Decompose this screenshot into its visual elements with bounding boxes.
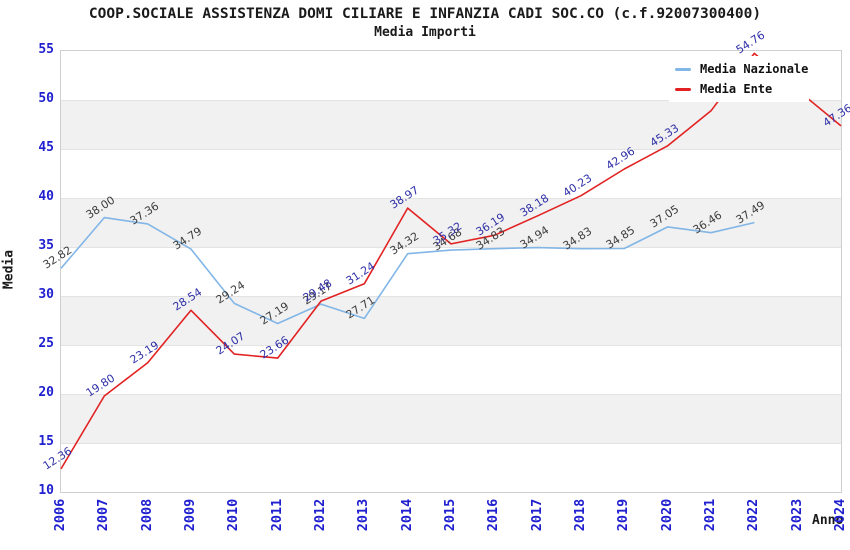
y-tick-label: 50 — [38, 91, 54, 106]
grid-band — [61, 198, 841, 247]
x-tick-label: 2024 — [832, 498, 848, 532]
x-tick-label: 2017 — [528, 498, 545, 532]
grid-band — [61, 296, 841, 345]
x-tick-label: 2007 — [95, 498, 112, 532]
media-nazionale-line — [60, 216, 755, 325]
y-tick-label: 55 — [38, 42, 54, 57]
x-tick-label: 2023 — [788, 498, 805, 532]
legend-item-nazionale: Media Nazionale — [675, 59, 808, 79]
series-lines — [60, 52, 842, 470]
x-tick-label: 2021 — [702, 498, 718, 532]
media-ente-line — [60, 52, 842, 470]
gridline — [61, 443, 841, 444]
legend-label: Media Nazionale — [700, 62, 809, 76]
y-tick-label: 25 — [38, 336, 54, 351]
gridline — [61, 394, 841, 395]
ente-swatch-icon — [675, 87, 691, 91]
gridline — [61, 198, 841, 199]
chart-subtitle: Media Importi — [374, 25, 476, 40]
y-tick-label: 40 — [38, 189, 54, 204]
x-tick-label: 2006 — [52, 498, 68, 532]
y-tick-label: 35 — [38, 238, 54, 253]
x-axis-title: Anno — [812, 513, 844, 528]
x-tick-label: 2012 — [312, 498, 328, 532]
plot-area: 32.82 38.00 37.36 34.79 29.24 27.19 29.17 27.71… — [41, 29, 850, 493]
gridline — [61, 247, 841, 248]
y-tick-label: 20 — [38, 385, 54, 400]
legend: Media Nazionale Media Ente — [669, 56, 809, 102]
x-tick-label: 2020 — [658, 498, 675, 532]
gridline — [61, 149, 841, 150]
x-tick-label: 2009 — [182, 498, 198, 532]
x-tick-label: 2014 — [398, 498, 415, 532]
y-tick-label: 30 — [38, 287, 54, 302]
x-tick-label: 2022 — [745, 498, 762, 532]
gridline — [61, 345, 841, 346]
y-tick-label: 45 — [38, 140, 54, 155]
x-tick-label: 2010 — [225, 498, 242, 532]
legend-item-ente: Media Ente — [675, 79, 803, 99]
chart-title: COOP.SOCIALE ASSISTENZA DOMI CILIARE E I… — [88, 6, 762, 22]
gridline — [61, 100, 841, 101]
x-tick-label: 2018 — [572, 498, 588, 532]
x-tick-label: 2011 — [268, 498, 285, 532]
nazionale-swatch-icon — [675, 67, 691, 71]
y-tick-label: 10 — [38, 483, 54, 498]
x-tick-label: 2019 — [615, 498, 632, 532]
y-tick-label: 15 — [38, 434, 54, 449]
x-tick-label: 2015 — [442, 498, 458, 532]
grid-band — [61, 100, 841, 149]
y-axis-title: Media — [1, 249, 17, 290]
grid-band — [61, 394, 841, 443]
x-tick-label: 2013 — [355, 498, 372, 532]
gridline — [61, 296, 841, 297]
legend-label: Media Ente — [700, 82, 773, 96]
x-tick-label: 2008 — [138, 498, 155, 532]
x-tick-label: 2016 — [485, 498, 502, 532]
